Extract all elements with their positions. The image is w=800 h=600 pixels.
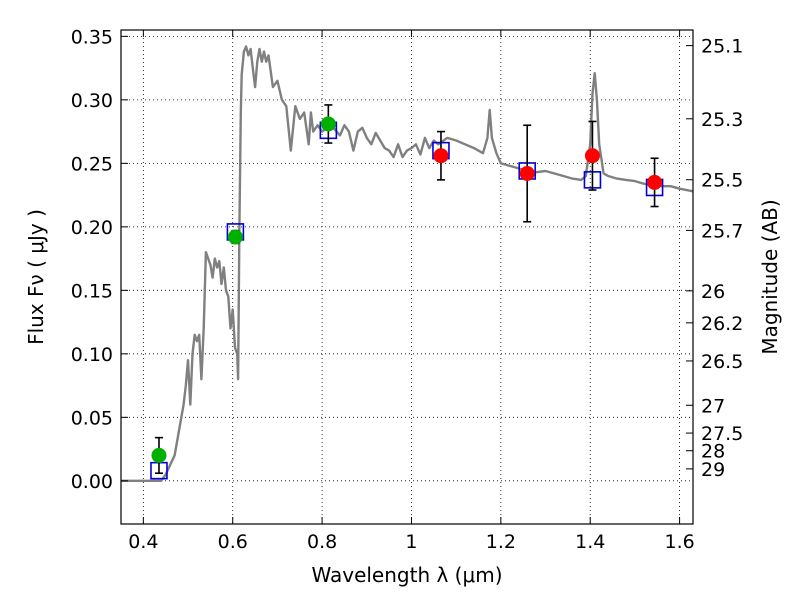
y2-tick-label: 27.5 <box>701 423 743 445</box>
y-tick-label: 0.20 <box>71 217 113 239</box>
y2-tick-label: 28 <box>701 441 725 463</box>
x-tick-label: 1.2 <box>486 531 516 553</box>
y2-tick-label: 27 <box>701 395 725 417</box>
observed-point <box>320 116 336 132</box>
x-tick-label: 0.8 <box>307 531 337 553</box>
y2-tick-label: 26.2 <box>701 313 743 335</box>
y-tick-label: 0.10 <box>71 344 113 366</box>
x-tick-label: 1.4 <box>575 531 605 553</box>
y-tick-label: 0.05 <box>71 407 113 429</box>
observed-point <box>584 148 600 164</box>
y2-tick-label: 26.5 <box>701 351 743 373</box>
x-axis-label: Wavelength λ (μm) <box>311 563 502 587</box>
x-tick-label: 1 <box>405 531 417 553</box>
y-axis-label: Flux Fν ( μJy ) <box>24 209 48 345</box>
observed-point <box>433 148 449 164</box>
y-tick-label: 0.30 <box>71 90 113 112</box>
y-tick-label: 0.35 <box>71 26 113 48</box>
y2-tick-label: 26 <box>701 281 725 303</box>
x-tick-label: 1.6 <box>664 531 694 553</box>
ticks: 0.4 0.6 0.8 1 1.2 1.4 1.6 0.00 0.05 0.10 0.15 0.20 0… <box>71 26 744 553</box>
y-tick-label: 0.00 <box>71 471 113 493</box>
y2-tick-label: 25.3 <box>701 109 743 131</box>
y2-tick-label: 29 <box>701 459 725 481</box>
y-tick-label: 0.15 <box>71 280 113 302</box>
y-tick-label: 0.25 <box>71 153 113 175</box>
y2-tick-label: 25.1 <box>701 36 743 58</box>
observed-point <box>647 174 663 190</box>
plot-frame <box>120 29 694 525</box>
x-tick-label: 0.4 <box>128 531 158 553</box>
observed-point <box>519 166 535 182</box>
data-marks <box>150 104 664 480</box>
y2-tick-label: 25.7 <box>701 220 743 242</box>
y2-axis-label: Magnitude (AB) <box>758 199 782 354</box>
observed-point <box>227 229 243 245</box>
x-tick-label: 0.6 <box>218 531 248 553</box>
y2-tick-label: 25.5 <box>701 170 743 192</box>
observed-point <box>151 447 167 463</box>
